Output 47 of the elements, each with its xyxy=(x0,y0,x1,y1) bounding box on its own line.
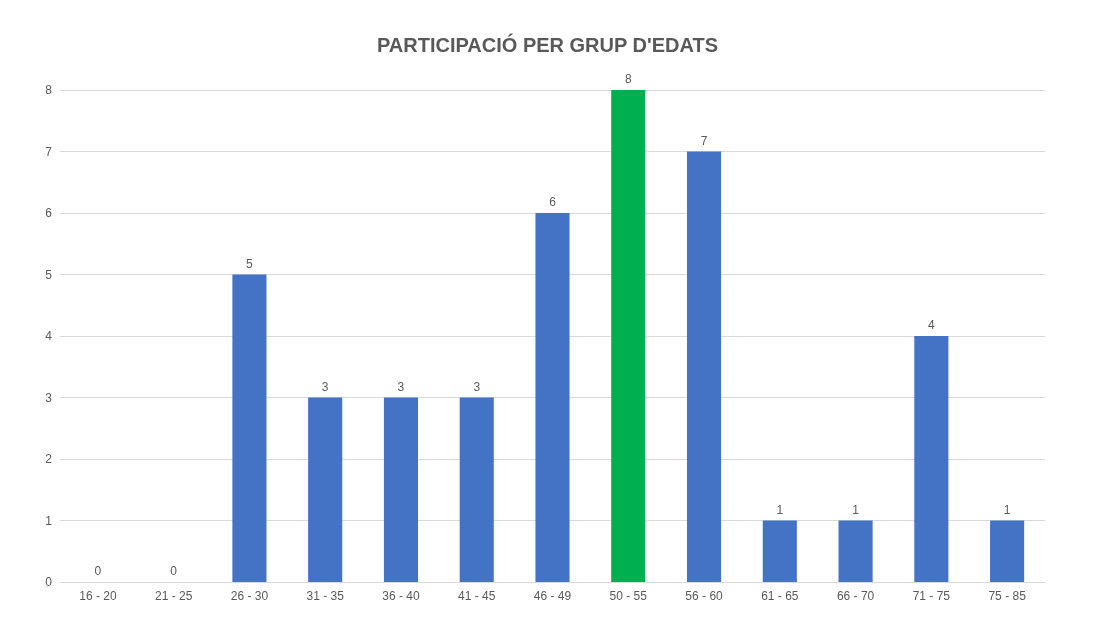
bar xyxy=(914,336,949,582)
y-tick-label: 2 xyxy=(45,452,53,466)
bar xyxy=(762,520,797,582)
x-tick-label: 31 - 35 xyxy=(306,589,345,603)
x-tick-label: 50 - 55 xyxy=(609,589,648,603)
bar xyxy=(838,520,873,582)
data-label: 1 xyxy=(1003,502,1011,517)
x-tick-label: 26 - 30 xyxy=(230,589,269,603)
data-label: 6 xyxy=(549,195,557,209)
x-tick-label: 71 - 75 xyxy=(912,589,951,603)
chart-title: PARTICIPACIÓ PER GRUP D'EDATS xyxy=(376,33,719,56)
data-label: 4 xyxy=(928,318,935,332)
y-tick-label: 1 xyxy=(45,513,53,528)
bar xyxy=(535,213,570,582)
bar xyxy=(308,397,343,582)
y-tick-label: 6 xyxy=(45,206,53,220)
x-tick-label: 61 - 65 xyxy=(761,589,799,603)
data-label: 8 xyxy=(624,72,632,86)
bar xyxy=(232,274,267,582)
x-tick-label: 46 - 49 xyxy=(533,589,572,603)
y-tick-label: 3 xyxy=(45,390,53,405)
x-tick-label: 36 - 40 xyxy=(382,589,420,603)
bar xyxy=(383,397,419,582)
x-tick-label: 16 - 20 xyxy=(79,589,117,603)
data-label: 3 xyxy=(321,379,329,394)
data-label: 7 xyxy=(700,133,708,148)
x-tick-label: 66 - 70 xyxy=(836,589,875,603)
y-tick-label: 4 xyxy=(45,329,53,343)
y-tick-label: 0 xyxy=(45,575,53,589)
data-label: 1 xyxy=(776,502,784,517)
x-tick-label: 75 - 85 xyxy=(988,589,1027,603)
data-label: 3 xyxy=(473,379,481,394)
bar xyxy=(686,151,722,582)
x-tick-label: 56 - 60 xyxy=(685,589,724,603)
y-tick-label: 7 xyxy=(45,144,53,159)
x-tick-label: 21 - 25 xyxy=(154,589,193,603)
data-label: 0 xyxy=(94,564,102,578)
data-label: 5 xyxy=(246,256,254,271)
data-label: 0 xyxy=(170,564,178,578)
y-tick-label: 5 xyxy=(45,267,53,282)
data-label: 1 xyxy=(852,502,860,517)
bar xyxy=(611,90,646,582)
x-tick-label: 41 - 45 xyxy=(458,589,496,603)
y-tick-label: 8 xyxy=(45,83,53,97)
bar xyxy=(990,520,1025,582)
data-label: 3 xyxy=(397,379,405,394)
bar xyxy=(459,397,494,582)
